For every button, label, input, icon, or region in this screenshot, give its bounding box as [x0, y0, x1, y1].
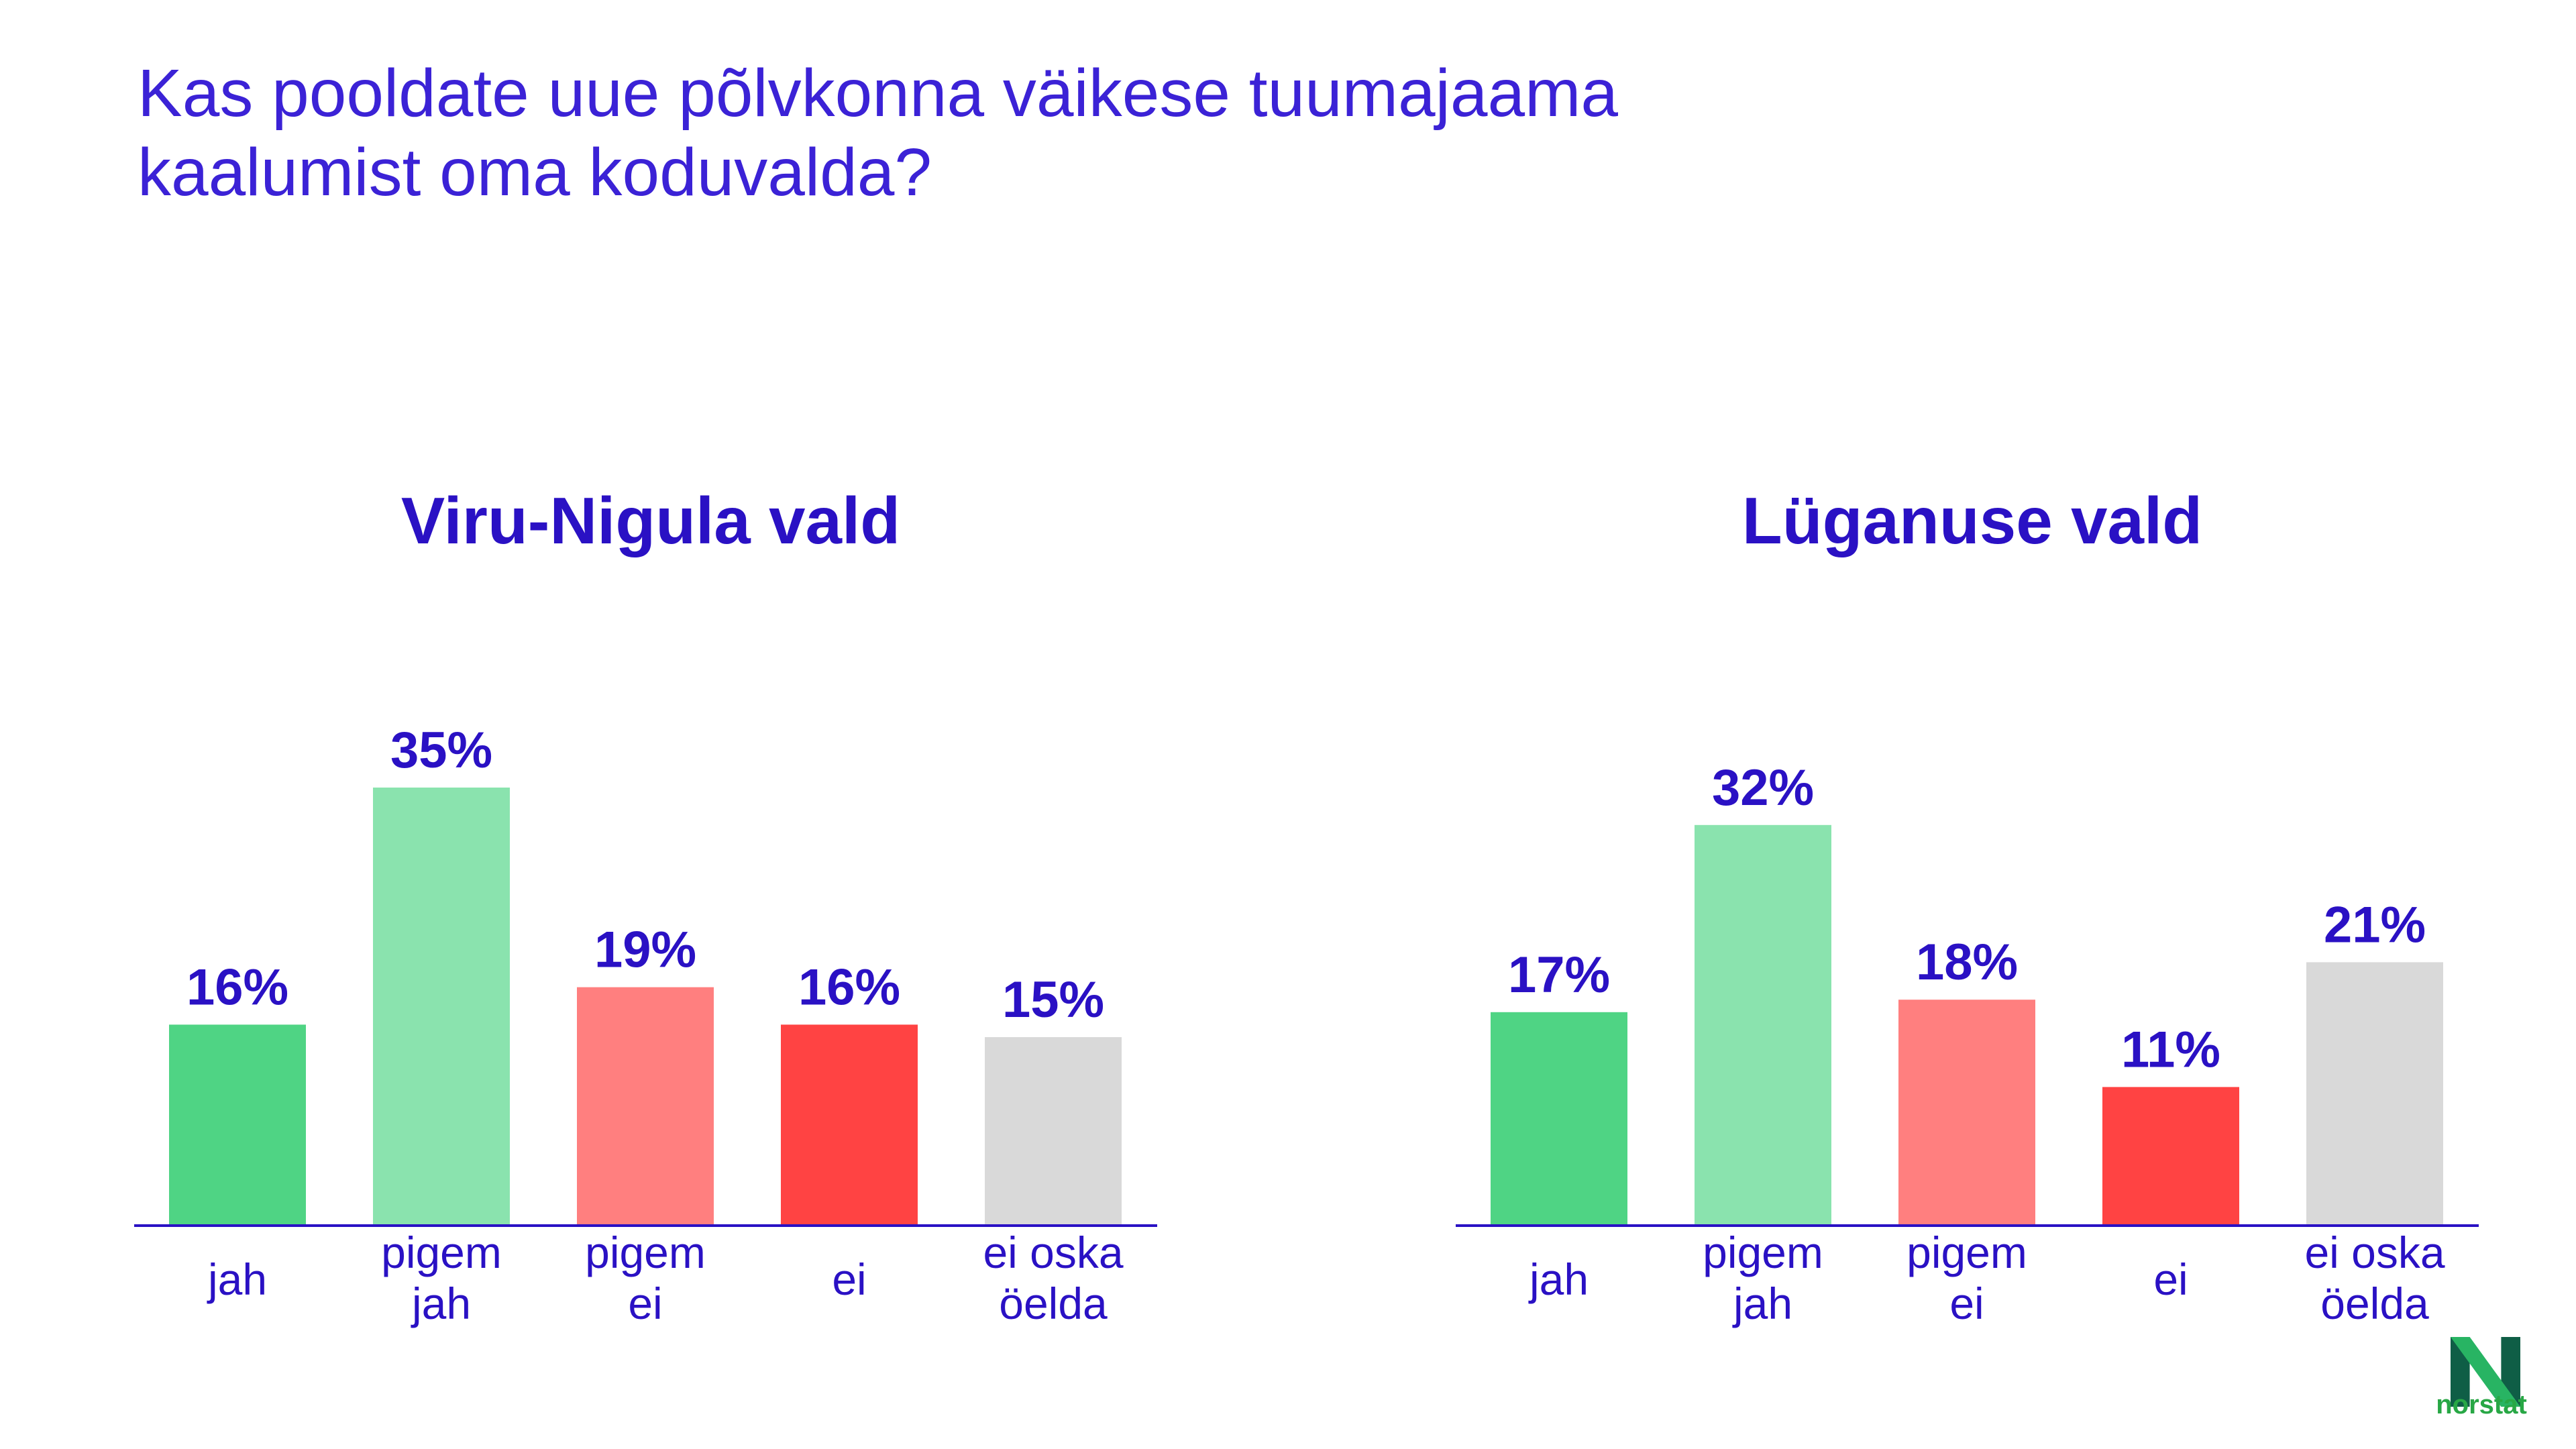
norstat-logo-text: norstat	[2436, 1390, 2527, 1419]
category-label: öelda	[2320, 1279, 2429, 1328]
bar	[577, 987, 714, 1224]
question-line-1: Kas pooldate uue põlvkonna väikese tuuma…	[138, 56, 1619, 131]
norstat-logo-icon	[2451, 1337, 2520, 1407]
data-label: 21%	[2324, 896, 2426, 953]
category-label: ei oska	[2304, 1228, 2445, 1277]
bar	[1491, 1012, 1627, 1224]
question-title: Kas pooldate uue põlvkonna väikese tuuma…	[138, 54, 2016, 212]
bar	[1898, 1000, 2035, 1224]
category-label: öelda	[999, 1279, 1108, 1328]
category-label: jah	[1732, 1279, 1792, 1328]
bar	[985, 1037, 1122, 1224]
category-label: pigem	[585, 1228, 706, 1277]
category-label: ei	[832, 1254, 866, 1304]
category-label: pigem	[1907, 1228, 2027, 1277]
category-label: jah	[411, 1279, 471, 1328]
bar	[1695, 824, 1831, 1224]
bar	[373, 788, 510, 1224]
category-label: ei	[2153, 1254, 2188, 1304]
data-label: 17%	[1508, 947, 1610, 1004]
data-label: 18%	[1916, 934, 2018, 991]
category-label: jah	[1528, 1254, 1589, 1304]
category-label: ei	[628, 1279, 662, 1328]
data-label: 16%	[798, 959, 900, 1016]
chart-title-luganuse: Lüganuse vald	[1741, 484, 2203, 557]
category-label: ei oska	[983, 1228, 1123, 1277]
bar	[2102, 1087, 2239, 1224]
data-label: 16%	[186, 959, 288, 1016]
category-label: pigem	[381, 1228, 502, 1277]
data-label: 11%	[2121, 1021, 2220, 1078]
category-label: pigem	[1703, 1228, 1823, 1277]
question-line-2: kaalumist oma koduvalda?	[138, 135, 932, 210]
bar	[2306, 962, 2443, 1224]
category-label: jah	[207, 1254, 267, 1304]
data-label: 19%	[594, 922, 696, 979]
bar	[169, 1024, 306, 1224]
data-label: 32%	[1712, 759, 1814, 816]
chart-title-viru-nigula: Viru-Nigula vald	[400, 484, 901, 557]
bar	[781, 1024, 918, 1224]
category-label: ei	[1949, 1279, 1984, 1328]
data-label: 15%	[1002, 971, 1104, 1028]
data-label: 35%	[390, 722, 492, 779]
